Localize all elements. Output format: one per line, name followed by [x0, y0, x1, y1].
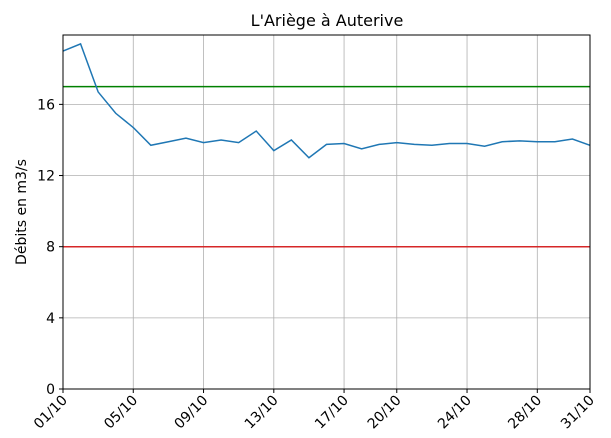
x-tick-label: 28/10 — [505, 393, 545, 433]
x-tick-label: 31/10 — [558, 393, 598, 433]
y-tick-label: 16 — [37, 97, 55, 113]
x-tick-label: 13/10 — [242, 393, 282, 433]
y-tick-label: 4 — [46, 311, 55, 327]
plot-frame — [62, 34, 591, 390]
x-tick-label: 05/10 — [101, 393, 141, 433]
x-tick-label: 01/10 — [31, 393, 71, 433]
data-line — [62, 42, 591, 159]
chart-title: L'Ariège à Auterive — [251, 11, 404, 30]
y-tick-label: 8 — [46, 240, 55, 256]
x-tick-label: 20/10 — [365, 393, 405, 433]
x-tick-label: 09/10 — [172, 393, 212, 433]
x-tick-label: 17/10 — [312, 393, 352, 433]
y-tick-label: 12 — [37, 169, 55, 185]
y-tick-label: 0 — [46, 382, 55, 398]
x-tick-label: 24/10 — [435, 393, 475, 433]
y-axis-label: Débits en m3/s — [14, 159, 30, 265]
